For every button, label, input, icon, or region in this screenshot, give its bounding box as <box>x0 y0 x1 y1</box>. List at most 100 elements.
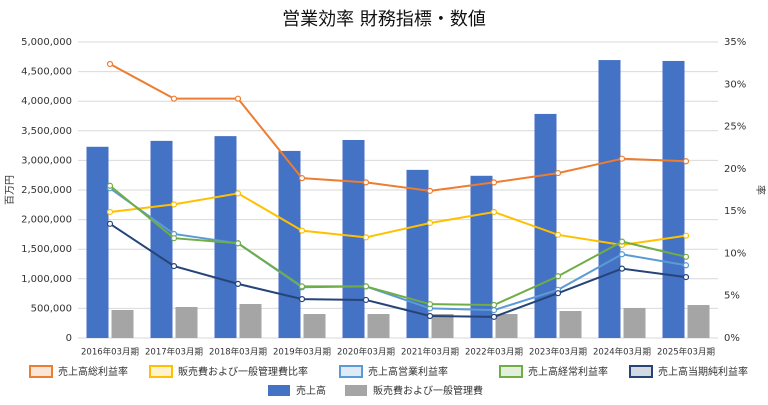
x-tick-label: 2017年03月期 <box>145 347 203 358</box>
line-marker <box>234 95 242 102</box>
line-marker <box>298 175 306 182</box>
line-marker <box>682 158 690 165</box>
y-tick-label: 500,000 <box>31 303 72 314</box>
y2-tick-label: 25% <box>724 122 746 133</box>
legend-swatch <box>499 365 523 378</box>
y2-tick-label: 5% <box>724 291 740 302</box>
line-marker <box>682 274 690 281</box>
line-marker <box>234 280 242 287</box>
line-marker <box>170 95 178 102</box>
y-tick-label: 4,000,000 <box>21 96 72 107</box>
x-tick-label: 2022年03月期 <box>465 347 523 358</box>
line-marker <box>426 187 434 194</box>
line-series <box>109 63 687 192</box>
x-tick-label: 2025年03月期 <box>657 347 715 358</box>
y2-tick-label: 15% <box>724 206 746 217</box>
bar <box>111 309 134 338</box>
line-marker <box>106 60 114 68</box>
y-tick-label: 0 <box>66 333 72 344</box>
x-tick-label: 2016年03月期 <box>81 347 139 358</box>
y2-tick-label: 30% <box>724 79 746 90</box>
y-tick-label: 2,500,000 <box>21 185 72 196</box>
chart-title: 営業効率 財務指標・数値 <box>282 9 486 30</box>
line-marker <box>618 155 626 162</box>
line-marker <box>554 273 562 280</box>
x-tick-label: 2024年03月期 <box>593 347 651 358</box>
line-marker <box>426 301 434 308</box>
bar <box>239 304 262 338</box>
line-marker <box>298 283 306 290</box>
bar <box>303 314 326 338</box>
line-marker <box>362 234 370 241</box>
legend-swatch <box>268 385 290 396</box>
line-marker <box>106 182 114 189</box>
line-marker <box>490 313 498 320</box>
line-series <box>109 222 687 318</box>
y-tick-label: 1,500,000 <box>21 244 72 255</box>
y2-axis-title: 率 <box>754 185 767 195</box>
bar <box>367 314 390 338</box>
line-marker <box>362 283 370 290</box>
line-marker <box>682 232 690 239</box>
y2-tick-label: 0% <box>724 333 740 344</box>
bar <box>175 306 198 338</box>
line-marker <box>618 265 626 272</box>
x-tick-label: 2020年03月期 <box>337 347 395 358</box>
bar <box>214 136 237 338</box>
legend-label: 売上高 <box>296 384 326 397</box>
bar <box>598 60 621 338</box>
line-marker <box>362 179 370 186</box>
line-marker <box>554 290 562 297</box>
line-marker <box>490 179 498 186</box>
legend-swatch <box>629 365 653 378</box>
legend-swatch <box>345 385 367 396</box>
x-tick-label: 2023年03月期 <box>529 347 587 358</box>
bar <box>662 60 685 338</box>
line-marker <box>426 219 434 227</box>
line-marker <box>618 238 626 245</box>
y-tick-label: 3,500,000 <box>21 126 72 137</box>
line-marker <box>170 201 178 208</box>
y2-tick-label: 20% <box>724 164 746 175</box>
y2-tick-label: 35% <box>724 37 746 48</box>
bar <box>623 307 646 338</box>
legend-label: 売上高経常利益率 <box>528 365 608 378</box>
bar <box>406 169 429 338</box>
legend-swatch <box>339 365 363 378</box>
y-tick-label: 4,500,000 <box>21 67 72 78</box>
legend-swatch <box>29 365 53 378</box>
line-marker <box>682 253 690 260</box>
line-marker <box>106 208 114 216</box>
line-marker <box>426 312 434 320</box>
legend-label: 販売費および一般管理費 <box>373 384 483 397</box>
line-series <box>109 192 687 246</box>
line-marker <box>618 251 626 258</box>
y-tick-label: 5,000,000 <box>21 37 72 48</box>
y-tick-label: 2,000,000 <box>21 215 72 226</box>
bar <box>495 314 518 338</box>
legend-label: 販売費および一般管理費比率 <box>178 365 308 378</box>
bar <box>687 305 710 338</box>
line-marker <box>234 240 242 247</box>
y-axis-title: 百万円 <box>4 175 16 205</box>
line-marker <box>234 190 242 197</box>
x-tick-label: 2018年03月期 <box>209 347 267 358</box>
line-marker <box>490 208 498 216</box>
legend-label: 売上高当期純利益率 <box>658 365 748 378</box>
line-marker <box>682 262 690 269</box>
line-series <box>109 187 687 312</box>
bar <box>150 140 173 338</box>
line-marker <box>362 296 370 304</box>
line-marker <box>554 169 562 177</box>
line-marker <box>170 263 178 270</box>
bar <box>534 113 557 338</box>
line-marker <box>170 235 178 242</box>
bar <box>559 311 582 338</box>
line-series <box>109 184 687 307</box>
bar <box>278 150 301 338</box>
x-tick-label: 2019年03月期 <box>273 347 331 358</box>
bar <box>86 146 109 338</box>
y-tick-label: 1,000,000 <box>21 274 72 285</box>
